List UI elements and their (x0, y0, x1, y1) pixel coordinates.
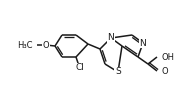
Text: H₃C: H₃C (17, 40, 33, 49)
Text: N: N (140, 38, 146, 47)
Text: O: O (43, 40, 49, 49)
Text: S: S (115, 68, 121, 77)
Text: O: O (161, 67, 168, 76)
Text: N: N (108, 33, 114, 43)
Text: Cl: Cl (76, 63, 84, 72)
Text: OH: OH (161, 53, 174, 61)
